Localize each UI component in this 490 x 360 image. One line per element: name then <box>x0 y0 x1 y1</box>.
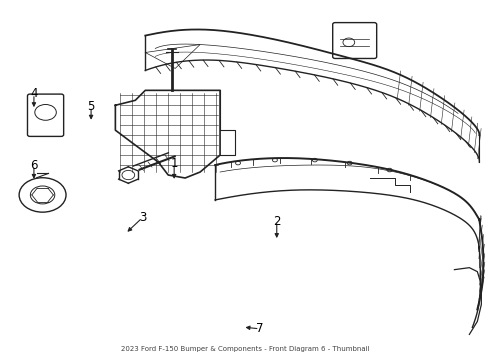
Text: 5: 5 <box>87 100 95 113</box>
Text: 2023 Ford F-150 Bumper & Components - Front Diagram 6 - Thumbnail: 2023 Ford F-150 Bumper & Components - Fr… <box>121 346 369 352</box>
Text: 2: 2 <box>273 215 280 228</box>
Text: 1: 1 <box>171 157 178 170</box>
Text: 7: 7 <box>256 322 264 335</box>
Text: 4: 4 <box>30 87 38 100</box>
Text: 3: 3 <box>139 211 146 224</box>
Text: 6: 6 <box>30 159 38 172</box>
